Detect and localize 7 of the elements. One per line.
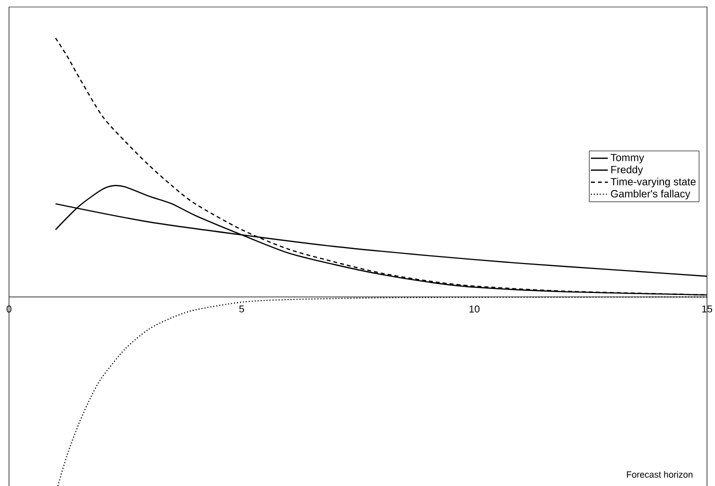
legend-label: Gambler's fallacy [610, 190, 690, 200]
x-tick-label: 5 [239, 305, 244, 312]
legend-label: Freddy [611, 166, 643, 176]
legend-label: Time-varying state [610, 178, 696, 188]
x-axis-title: Forecast horizon [626, 471, 692, 478]
legend-label: Tommy [610, 154, 644, 164]
x-tick-label: 10 [470, 305, 480, 313]
